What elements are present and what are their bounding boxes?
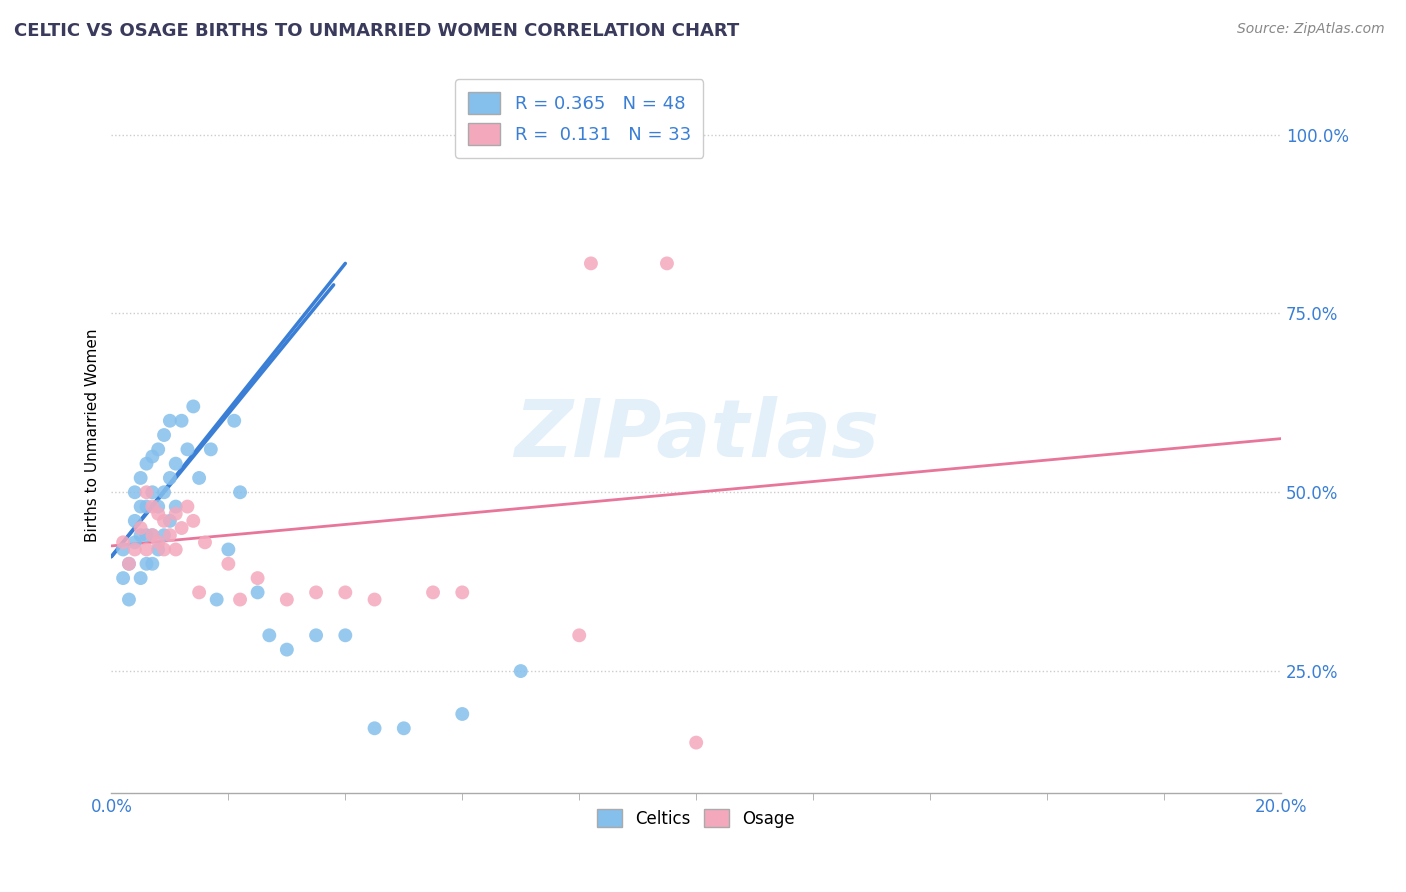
Point [124,535,146,549]
Point [124,514,146,528]
Point [141,528,163,542]
Point [451,706,474,721]
Point [118,592,141,607]
Point [181,514,204,528]
Point [153,485,176,500]
Text: CELTIC VS OSAGE BIRTHS TO UNMARRIED WOMEN CORRELATION CHART: CELTIC VS OSAGE BIRTHS TO UNMARRIED WOME… [14,22,740,40]
Point [200,442,222,457]
Point [141,485,163,500]
Legend: Celtics, Osage: Celtics, Osage [591,803,801,834]
Point [246,571,269,585]
Point [118,557,141,571]
Point [159,471,181,485]
Point [148,442,170,457]
Point [165,500,187,514]
Y-axis label: Births to Unmarried Women: Births to Unmarried Women [86,328,100,541]
Point [259,628,281,642]
Point [579,256,602,270]
Point [170,414,193,428]
Point [129,571,152,585]
Point [153,542,176,557]
Point [224,414,246,428]
Point [135,500,157,514]
Point [148,542,170,557]
Point [112,542,135,557]
Point [135,542,157,557]
Point [129,500,152,514]
Point [165,542,187,557]
Point [363,592,385,607]
Point [165,507,187,521]
Point [141,500,163,514]
Point [118,557,141,571]
Point [188,471,211,485]
Point [112,571,135,585]
Point [568,628,591,642]
Point [135,457,157,471]
Point [509,664,531,678]
Point [276,642,298,657]
Point [205,592,228,607]
Point [217,542,239,557]
Point [422,585,444,599]
Point [194,535,217,549]
Point [153,514,176,528]
Point [148,535,170,549]
Point [148,500,170,514]
Point [141,450,163,464]
Point [392,721,415,735]
Point [129,521,152,535]
Point [148,507,170,521]
Point [685,735,707,749]
Point [176,442,198,457]
Point [217,557,239,571]
Point [305,628,328,642]
Text: Source: ZipAtlas.com: Source: ZipAtlas.com [1237,22,1385,37]
Point [124,542,146,557]
Point [181,400,204,414]
Point [129,528,152,542]
Point [451,585,474,599]
Point [141,528,163,542]
Point [363,721,385,735]
Point [335,585,357,599]
Text: ZIPatlas: ZIPatlas [513,396,879,474]
Point [246,585,269,599]
Point [124,485,146,500]
Point [153,428,176,442]
Point [229,592,252,607]
Point [159,514,181,528]
Point [229,485,252,500]
Point [159,528,181,542]
Point [170,521,193,535]
Point [165,457,187,471]
Point [135,528,157,542]
Point [335,628,357,642]
Point [141,557,163,571]
Point [112,535,135,549]
Point [305,585,328,599]
Point [135,485,157,500]
Point [129,471,152,485]
Point [159,414,181,428]
Point [188,585,211,599]
Point [276,592,298,607]
Point [176,500,198,514]
Point [135,557,157,571]
Point [153,528,176,542]
Point [655,256,678,270]
